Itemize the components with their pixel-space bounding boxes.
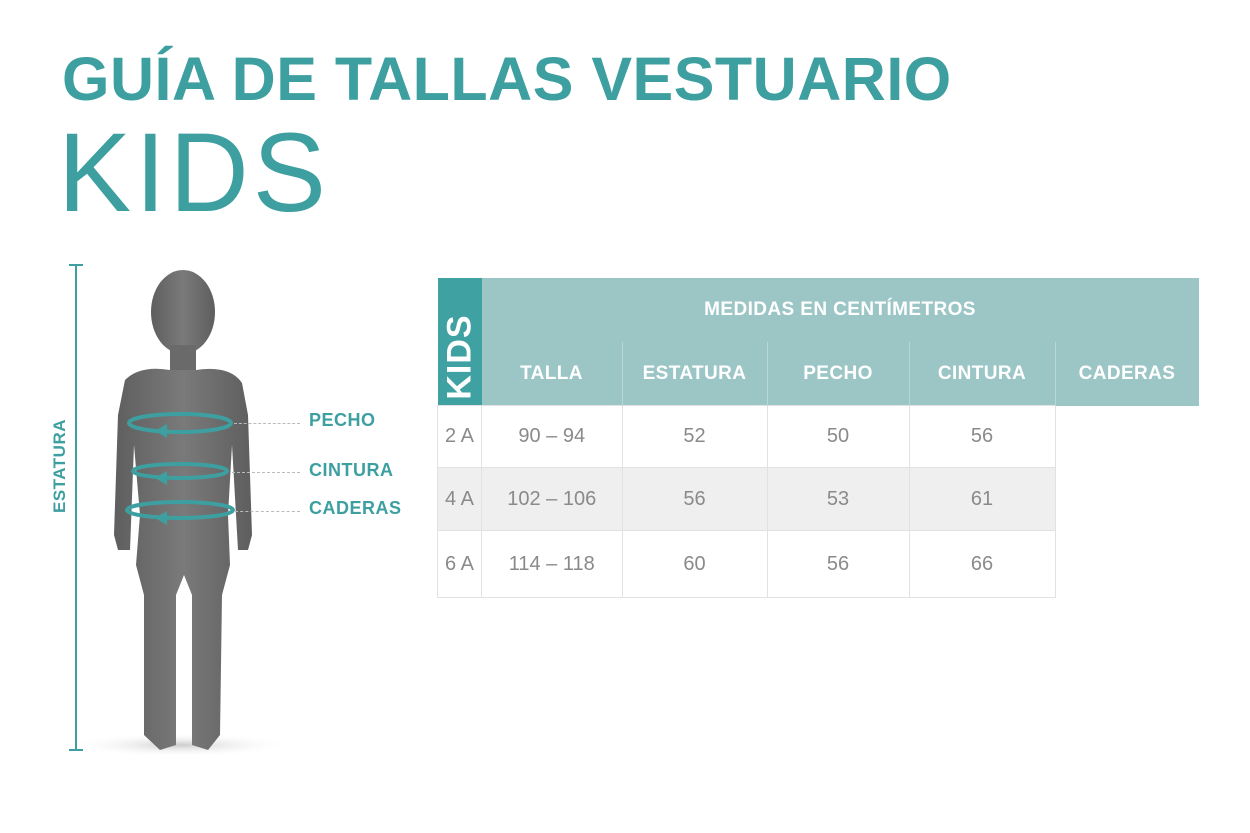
cell-talla: 4 A [437, 467, 482, 531]
col-header-estatura: ESTATURA [621, 342, 767, 406]
cell-talla: 2 A [437, 405, 482, 468]
measure-label-cintura: CINTURA [309, 460, 394, 480]
col-header-caderas: CADERAS [1054, 342, 1199, 406]
pecho-leader [234, 423, 300, 424]
col-header-talla: TALLA [520, 362, 583, 384]
cintura-leader [232, 472, 300, 473]
cell-caderas: 61 [908, 467, 1056, 531]
cell-estatura: 114 – 118 [481, 530, 623, 598]
page-title: GUÍA DE TALLAS VESTUARIO [62, 45, 952, 113]
table-side-label: KIDS [437, 278, 482, 406]
table-row: 2 A 90 – 94 52 50 56 [437, 405, 1199, 468]
cell-pecho: 56 [621, 467, 768, 531]
height-label: ESTATURA [50, 418, 69, 514]
cell-pecho: 60 [621, 530, 768, 598]
height-measure-line [75, 265, 77, 751]
measure-label-pecho: PECHO [309, 410, 376, 430]
height-tick-top [69, 264, 83, 266]
side-label-text: KIDS [440, 314, 478, 400]
measure-rings [125, 412, 235, 525]
cell-cintura: 53 [766, 467, 910, 531]
col-header-pecho: PECHO [766, 342, 909, 406]
cell-cintura: 50 [766, 405, 910, 468]
page-subtitle: KIDS [58, 110, 330, 235]
height-tick-bottom [69, 749, 83, 751]
group-header: MEDIDAS EN CENTÍMETROS [704, 299, 976, 320]
cell-talla: 6 A [437, 530, 482, 598]
table-row: 6 A 114 – 118 60 56 66 [437, 530, 1199, 598]
caderas-leader [235, 511, 300, 512]
measure-label-caderas: CADERAS [309, 498, 402, 518]
cell-caderas: 56 [908, 405, 1056, 468]
cell-cintura: 56 [766, 530, 910, 598]
cell-estatura: 90 – 94 [481, 405, 623, 468]
cell-caderas: 66 [908, 530, 1056, 598]
cell-pecho: 52 [621, 405, 768, 468]
cell-estatura: 102 – 106 [481, 467, 623, 531]
col-header-cintura: CINTURA [908, 342, 1055, 406]
size-table: KIDS MEDIDAS EN CENTÍMETROS TALLA ESTATU… [437, 278, 1199, 598]
table-row: 4 A 102 – 106 56 53 61 [437, 467, 1199, 531]
